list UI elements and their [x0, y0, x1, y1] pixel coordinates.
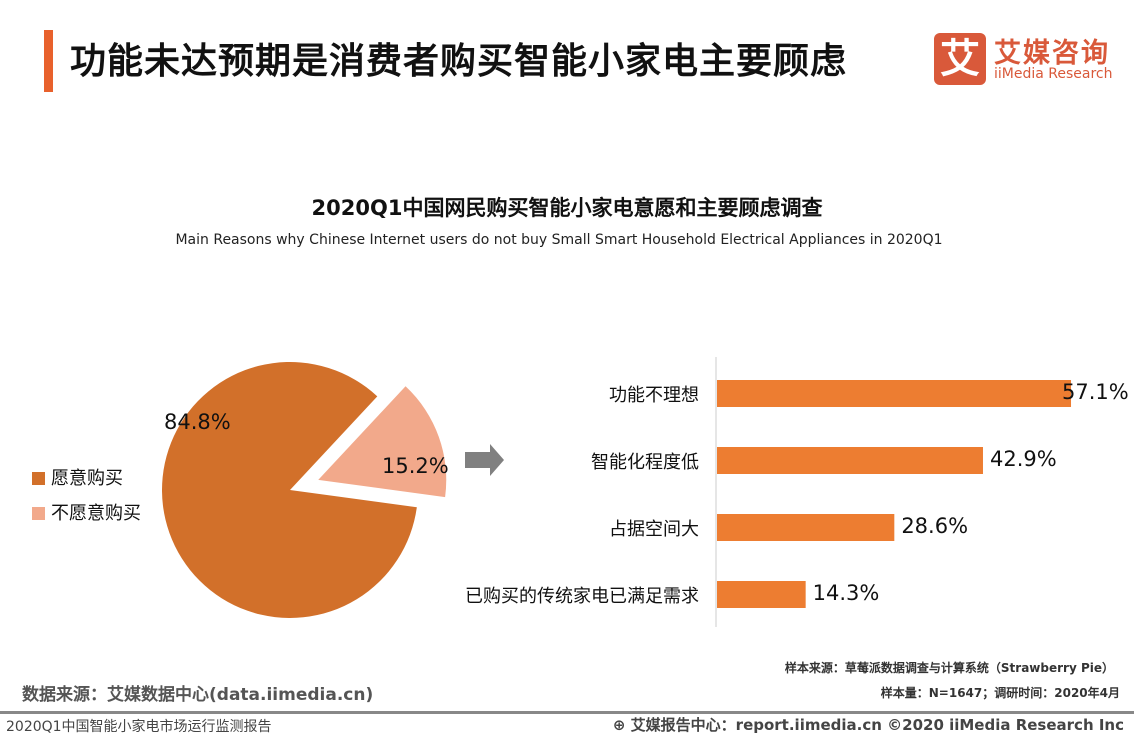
legend-label: 不愿意购买: [51, 503, 141, 524]
iimedia-logo: 艾 艾媒咨询 iiMedia Research: [934, 31, 1124, 87]
bar: [717, 447, 983, 474]
footer-copyright: ⊕ 艾媒报告中心：report.iimedia.cn ©2020 iiMedia…: [613, 714, 1124, 735]
legend-label: 愿意购买: [51, 468, 123, 489]
right-arrow-icon: [465, 444, 504, 476]
globe-icon: ⊕: [612, 716, 631, 734]
legend-swatch: [32, 507, 45, 520]
legend-item-willing: 愿意购买: [32, 464, 123, 490]
bar: [717, 380, 1072, 407]
bar-category: 已购买的传统家电已满足需求: [465, 586, 699, 607]
bar-category: 功能不理想: [609, 385, 699, 406]
chart-title: 2020Q1中国网民购买智能小家电意愿和主要顾虑调查: [311, 196, 823, 220]
logo-cn: 艾媒咨询: [994, 38, 1110, 69]
data-source: 数据来源：艾媒数据中心(data.iimedia.cn): [22, 685, 374, 705]
bar-value-label: 28.6%: [901, 514, 969, 538]
bar-value-label: 14.3%: [812, 581, 880, 605]
title-accent-bar: [44, 30, 53, 92]
sample-source-note: 样本来源：草莓派数据调查与计算系统（Strawberry Pie）: [784, 661, 1114, 675]
bar-value-label: 57.1%: [1062, 380, 1129, 404]
bar: [717, 514, 895, 541]
report-name: 2020Q1中国智能小家电市场运行监测报告: [6, 719, 272, 735]
bar-category: 智能化程度低: [591, 452, 699, 473]
pie-label-willing: 84.8%: [164, 410, 231, 434]
footer-divider: [0, 711, 1134, 714]
bar: [717, 581, 806, 608]
legend-item-unwilling: 不愿意购买: [32, 499, 141, 525]
legend-swatch: [32, 472, 45, 485]
footer-right-text: 艾媒报告中心：report.iimedia.cn ©2020 iiMedia R…: [630, 716, 1124, 734]
bar-category: 占据空间大: [609, 519, 699, 540]
page-title: 功能未达预期是消费者购买智能小家电主要顾虑: [70, 41, 848, 82]
logo-en: iiMedia Research: [994, 66, 1113, 82]
pie-slice: [318, 386, 447, 498]
sample-size-note: 样本量：N=1647；调研时间：2020年4月: [880, 686, 1120, 700]
pie-slice: [162, 361, 417, 618]
pie-label-unwilling: 15.2%: [382, 454, 449, 478]
logo-mark: 艾: [934, 33, 986, 85]
bar-value-label: 42.9%: [989, 447, 1057, 471]
chart-subtitle: Main Reasons why Chinese Internet users …: [175, 232, 943, 248]
